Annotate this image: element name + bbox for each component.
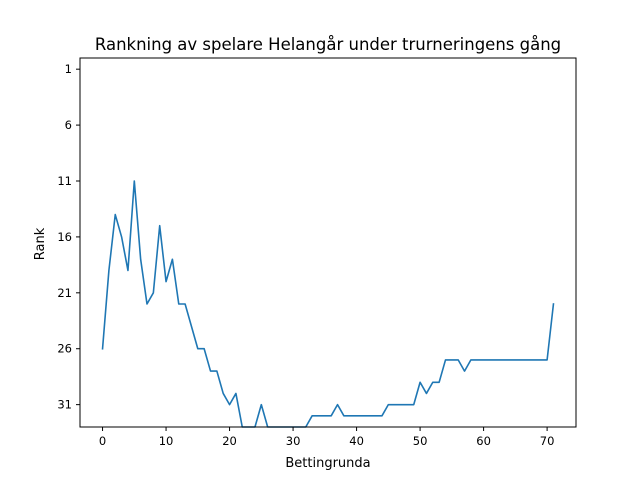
x-axis-label: Bettingrunda xyxy=(285,456,370,471)
x-axis: 0 10 20 30 40 50 60 70 xyxy=(99,427,555,448)
y-tick-label: 16 xyxy=(57,230,72,244)
y-tick-label: 6 xyxy=(65,118,72,132)
rank-series-line xyxy=(101,180,555,428)
x-tick-label: 0 xyxy=(99,434,106,448)
x-tick-label: 30 xyxy=(286,434,301,448)
y-tick-label: 11 xyxy=(57,174,72,188)
y-tick-label: 1 xyxy=(65,62,72,76)
plot-area xyxy=(101,180,555,428)
x-tick-label: 20 xyxy=(222,434,237,448)
x-tick-label: 60 xyxy=(476,434,491,448)
y-tick-label: 26 xyxy=(57,342,72,356)
x-tick-label: 70 xyxy=(540,434,555,448)
y-tick-label: 21 xyxy=(57,286,72,300)
y-axis-label: Rank xyxy=(33,227,48,260)
x-tick-label: 50 xyxy=(413,434,428,448)
x-tick-label: 40 xyxy=(349,434,364,448)
y-tick-label: 31 xyxy=(57,398,72,412)
plot-frame xyxy=(79,57,577,428)
x-tick-label: 10 xyxy=(159,434,174,448)
chart-title: Rankning av spelare Helangår under trurn… xyxy=(95,35,561,54)
